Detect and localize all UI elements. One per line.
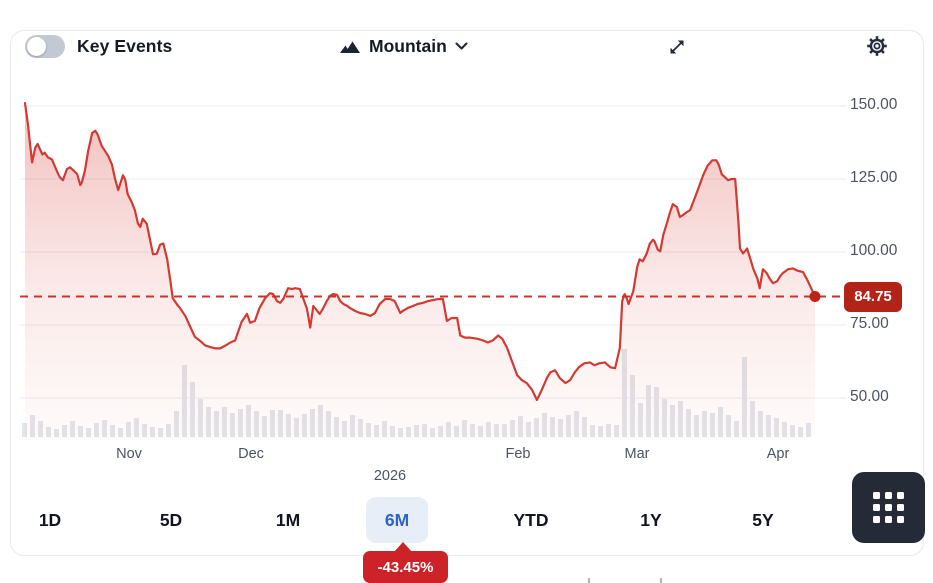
clipped-text-fragment [660,578,662,583]
grid-icon [873,492,904,523]
chart-type-label: Mountain [369,35,447,56]
grid-menu-button[interactable] [852,472,925,543]
volume-bar [22,423,27,437]
range-button-5d[interactable]: 5D [159,510,183,530]
key-events-label: Key Events [77,36,173,56]
expand-button[interactable] [661,31,693,63]
last-price-badge: 84.75 [844,281,902,312]
chevron-down-icon [455,42,468,49]
range-button-6m[interactable]: 6M [366,497,428,543]
x-axis-label: Apr [766,446,790,462]
range-button-1m[interactable]: 1M [275,510,301,530]
range-button-5y[interactable]: 5Y [752,510,774,530]
x-axis-label: 2026 [373,468,407,484]
change-badge-notch [394,542,412,552]
y-axis-label: 75.00 [850,315,889,332]
y-axis-label: 50.00 [850,388,889,405]
x-axis-label: Mar [624,446,650,462]
mountain-icon [340,41,360,53]
range-button-ytd[interactable]: YTD [513,510,549,530]
y-axis-label: 100.00 [850,242,898,259]
gear-icon [867,36,887,56]
toggle-knob [27,37,46,56]
y-axis-label: 150.00 [850,96,898,113]
x-axis-label: Nov [116,446,142,462]
price-line [23,102,817,402]
change-badge: -43.45% [363,551,448,583]
x-axis-label: Feb [505,446,531,462]
last-price-dot [809,291,821,303]
x-axis-label: Dec [238,446,264,462]
settings-button[interactable] [861,30,893,62]
chart-type-dropdown[interactable]: Mountain [340,33,468,59]
range-button-1y[interactable]: 1Y [640,510,662,530]
range-button-1d[interactable]: 1D [38,510,62,530]
price-area [25,103,815,437]
key-events-toggle[interactable] [25,35,65,58]
clipped-text-fragment [588,578,590,583]
y-axis-label: 125.00 [850,169,898,186]
expand-icon [670,40,684,54]
